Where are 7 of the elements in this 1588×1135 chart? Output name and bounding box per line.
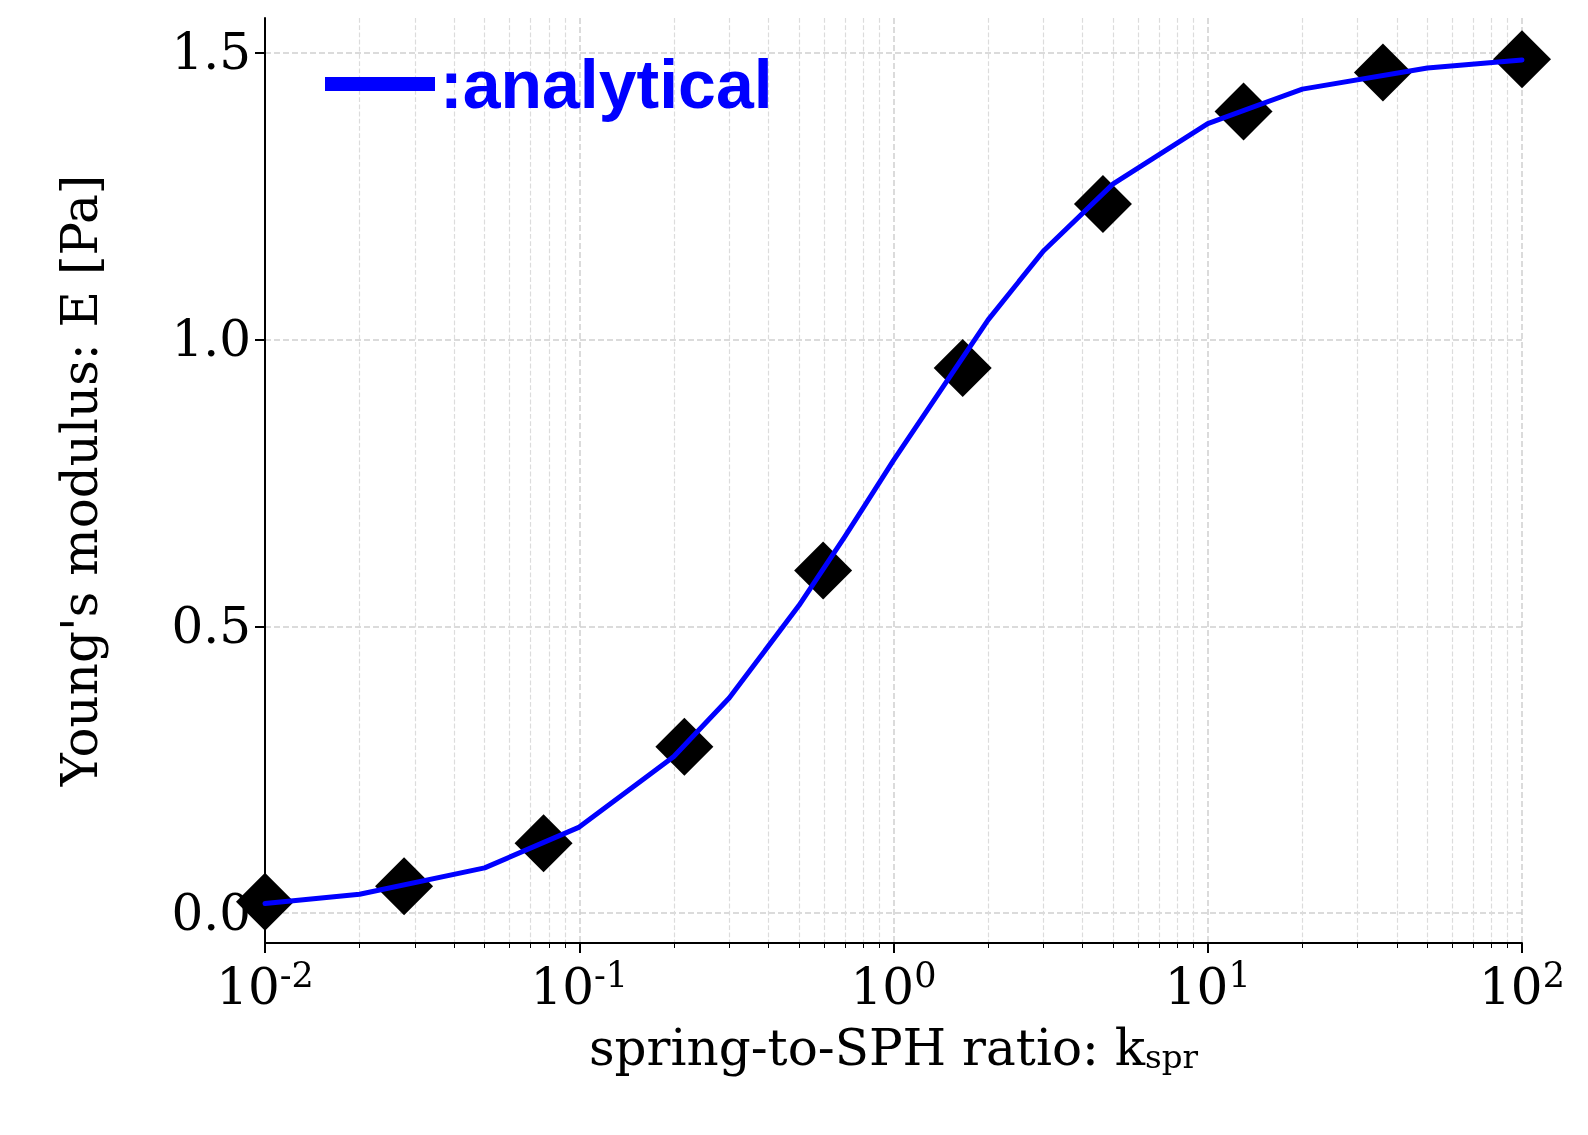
legend-label: :analytical — [440, 46, 773, 122]
point — [1493, 30, 1551, 89]
y-tick-label: 0.5 — [171, 597, 251, 656]
y-tick-label: 1.5 — [171, 23, 251, 82]
x-axis-title: spring-to-SPH ratio: kspr — [588, 1019, 1199, 1078]
y-axis-title: Young's modulus: E [Pa] — [51, 174, 109, 788]
y-tick-label: 1.0 — [171, 310, 251, 369]
